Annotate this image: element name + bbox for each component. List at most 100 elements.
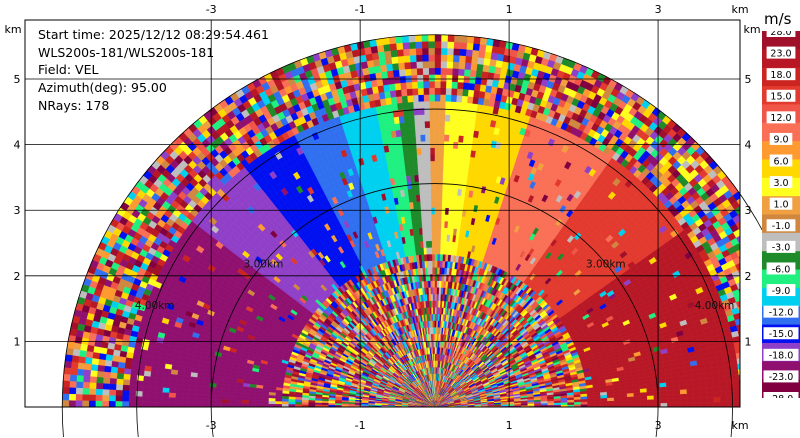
velocity-cell	[440, 240, 444, 248]
velocity-cell	[646, 391, 654, 396]
velocity-cell	[434, 267, 438, 275]
velocity-cell	[445, 194, 450, 202]
velocity-cell	[434, 333, 437, 341]
velocity-cell	[477, 97, 485, 106]
velocity-cell	[445, 200, 450, 209]
velocity-cell	[434, 247, 438, 255]
velocity-cell	[444, 121, 450, 129]
velocity-cell	[680, 402, 688, 407]
velocity-cell	[446, 67, 453, 76]
velocity-cell	[465, 49, 473, 57]
velocity-cell	[437, 247, 441, 255]
velocity-cell	[666, 389, 674, 395]
velocity-cell	[438, 154, 444, 162]
velocity-cell	[438, 273, 442, 281]
velocity-cell	[462, 88, 469, 97]
velocity-cell	[633, 392, 641, 397]
velocity-cell	[474, 76, 482, 85]
velocity-cell	[452, 54, 460, 63]
velocity-cell	[741, 259, 750, 267]
velocity-cell	[437, 207, 442, 215]
velocity-cell	[453, 128, 460, 136]
velocity-cell	[699, 387, 708, 394]
velocity-cell	[439, 247, 444, 255]
velocity-cell	[456, 155, 462, 163]
velocity-cell	[685, 379, 694, 385]
velocity-cell	[647, 399, 655, 404]
velocity-cell	[434, 47, 442, 55]
velocity-cell	[434, 207, 439, 215]
velocity-cell	[471, 49, 480, 58]
velocity-cell	[720, 396, 728, 403]
velocity-cell	[434, 287, 437, 295]
velocity-cell	[451, 74, 459, 83]
velocity-cell	[440, 227, 445, 235]
velocity-cell	[491, 45, 500, 54]
velocity-cell	[653, 402, 661, 407]
velocity-cell	[434, 300, 437, 308]
velocity-cell	[753, 288, 761, 296]
velocity-cell	[436, 267, 440, 275]
velocity-cell	[459, 42, 468, 50]
velocity-cell	[445, 101, 451, 109]
velocity-cell	[680, 393, 688, 399]
velocity-cell	[434, 293, 437, 301]
velocity-cell	[750, 219, 759, 228]
velocity-cell	[450, 174, 456, 182]
velocity-cell	[438, 280, 442, 288]
velocity-cell	[447, 34, 455, 42]
velocity-cell	[745, 237, 754, 246]
velocity-cell	[437, 227, 442, 235]
velocity-cell	[653, 394, 661, 400]
velocity-cell	[711, 371, 720, 378]
velocity-cell	[749, 350, 757, 357]
velocity-cell	[719, 386, 727, 393]
velocity-cell	[434, 187, 439, 195]
velocity-cell	[737, 363, 740, 370]
velocity-cell	[731, 369, 739, 376]
velocity-cell	[439, 253, 443, 262]
velocity-cell	[463, 69, 471, 77]
velocity-cell	[706, 392, 714, 398]
velocity-cell	[434, 34, 442, 42]
velocity-cell	[754, 396, 761, 402]
velocity-cell	[434, 233, 438, 241]
velocity-cell	[751, 367, 758, 374]
velocity-cell	[693, 388, 701, 394]
velocity-cell	[647, 402, 655, 407]
velocity-cell	[436, 293, 439, 301]
velocity-cell	[466, 102, 473, 111]
velocity-cell	[749, 295, 757, 303]
velocity-cell	[464, 122, 471, 130]
velocity-cell	[646, 387, 654, 393]
velocity-cell	[457, 135, 464, 143]
velocity-cell	[451, 161, 457, 169]
velocity-cell	[700, 402, 708, 407]
velocity-cell	[613, 393, 621, 398]
velocity-cell	[438, 147, 444, 155]
velocity-cell	[666, 394, 675, 399]
velocity-cell	[673, 393, 681, 399]
velocity-cell	[450, 94, 457, 103]
velocity-cell	[440, 61, 447, 69]
velocity-cell	[479, 84, 487, 92]
velocity-cell	[470, 62, 478, 71]
velocity-cell	[440, 234, 444, 242]
velocity-cell	[742, 351, 750, 358]
velocity-cell	[437, 240, 441, 248]
velocity-cell	[747, 396, 754, 402]
velocity-cell	[434, 147, 440, 155]
velocity-cell	[750, 356, 757, 363]
velocity-cell	[660, 390, 668, 396]
velocity-cell	[745, 251, 754, 259]
velocity-cell	[434, 194, 439, 202]
velocity-cell	[471, 56, 479, 64]
velocity-cell	[607, 400, 615, 405]
velocity-cell	[458, 61, 466, 70]
velocity-cell	[476, 63, 484, 72]
velocity-cell	[490, 52, 498, 61]
velocity-cell	[732, 374, 740, 381]
velocity-cell	[700, 397, 708, 403]
velocity-cell	[687, 397, 695, 403]
